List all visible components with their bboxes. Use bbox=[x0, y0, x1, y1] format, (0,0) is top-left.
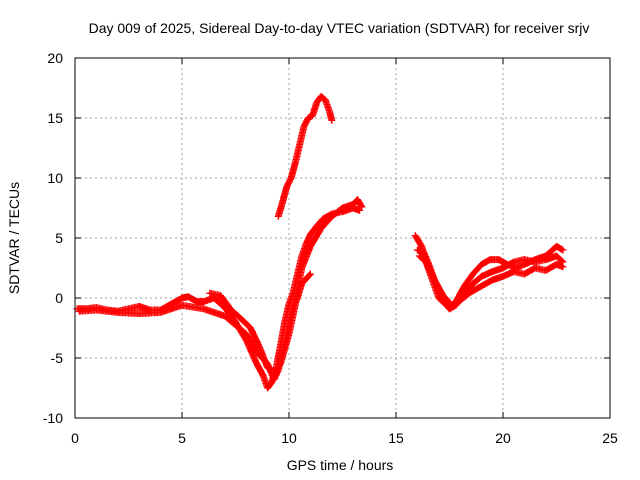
series-segment-D bbox=[274, 92, 336, 220]
x-axis-label: GPS time / hours bbox=[287, 457, 394, 473]
x-tick-label: 0 bbox=[71, 430, 79, 446]
x-tick-label: 10 bbox=[281, 430, 297, 446]
grid-lines bbox=[75, 58, 610, 418]
x-tick-label: 25 bbox=[602, 430, 618, 446]
y-axis-label: SDTVAR / TECUs bbox=[6, 182, 22, 294]
x-tick-label: 15 bbox=[388, 430, 404, 446]
x-tick-label: 5 bbox=[178, 430, 186, 446]
y-tick-label: 10 bbox=[47, 170, 63, 186]
y-tick-label: 0 bbox=[55, 290, 63, 306]
point-markers bbox=[274, 92, 336, 220]
y-tick-label: 5 bbox=[55, 230, 63, 246]
y-tick-label: 20 bbox=[47, 50, 63, 66]
y-tick-label: -10 bbox=[43, 410, 63, 426]
data-points bbox=[73, 92, 567, 392]
point-markers bbox=[206, 270, 314, 376]
y-tick-label: 15 bbox=[47, 110, 63, 126]
series-segment-G bbox=[416, 252, 567, 309]
x-tick-label: 20 bbox=[495, 430, 511, 446]
series-segment-C bbox=[206, 270, 314, 376]
y-tick-label: -5 bbox=[51, 350, 64, 366]
point-markers bbox=[416, 252, 567, 309]
y-axis-ticks: -10 -5 0 5 10 15 20 bbox=[43, 50, 610, 426]
chart-title: Day 009 of 2025, Sidereal Day-to-day VTE… bbox=[89, 20, 590, 36]
x-axis-ticks: 0 5 10 15 20 25 bbox=[71, 58, 618, 446]
